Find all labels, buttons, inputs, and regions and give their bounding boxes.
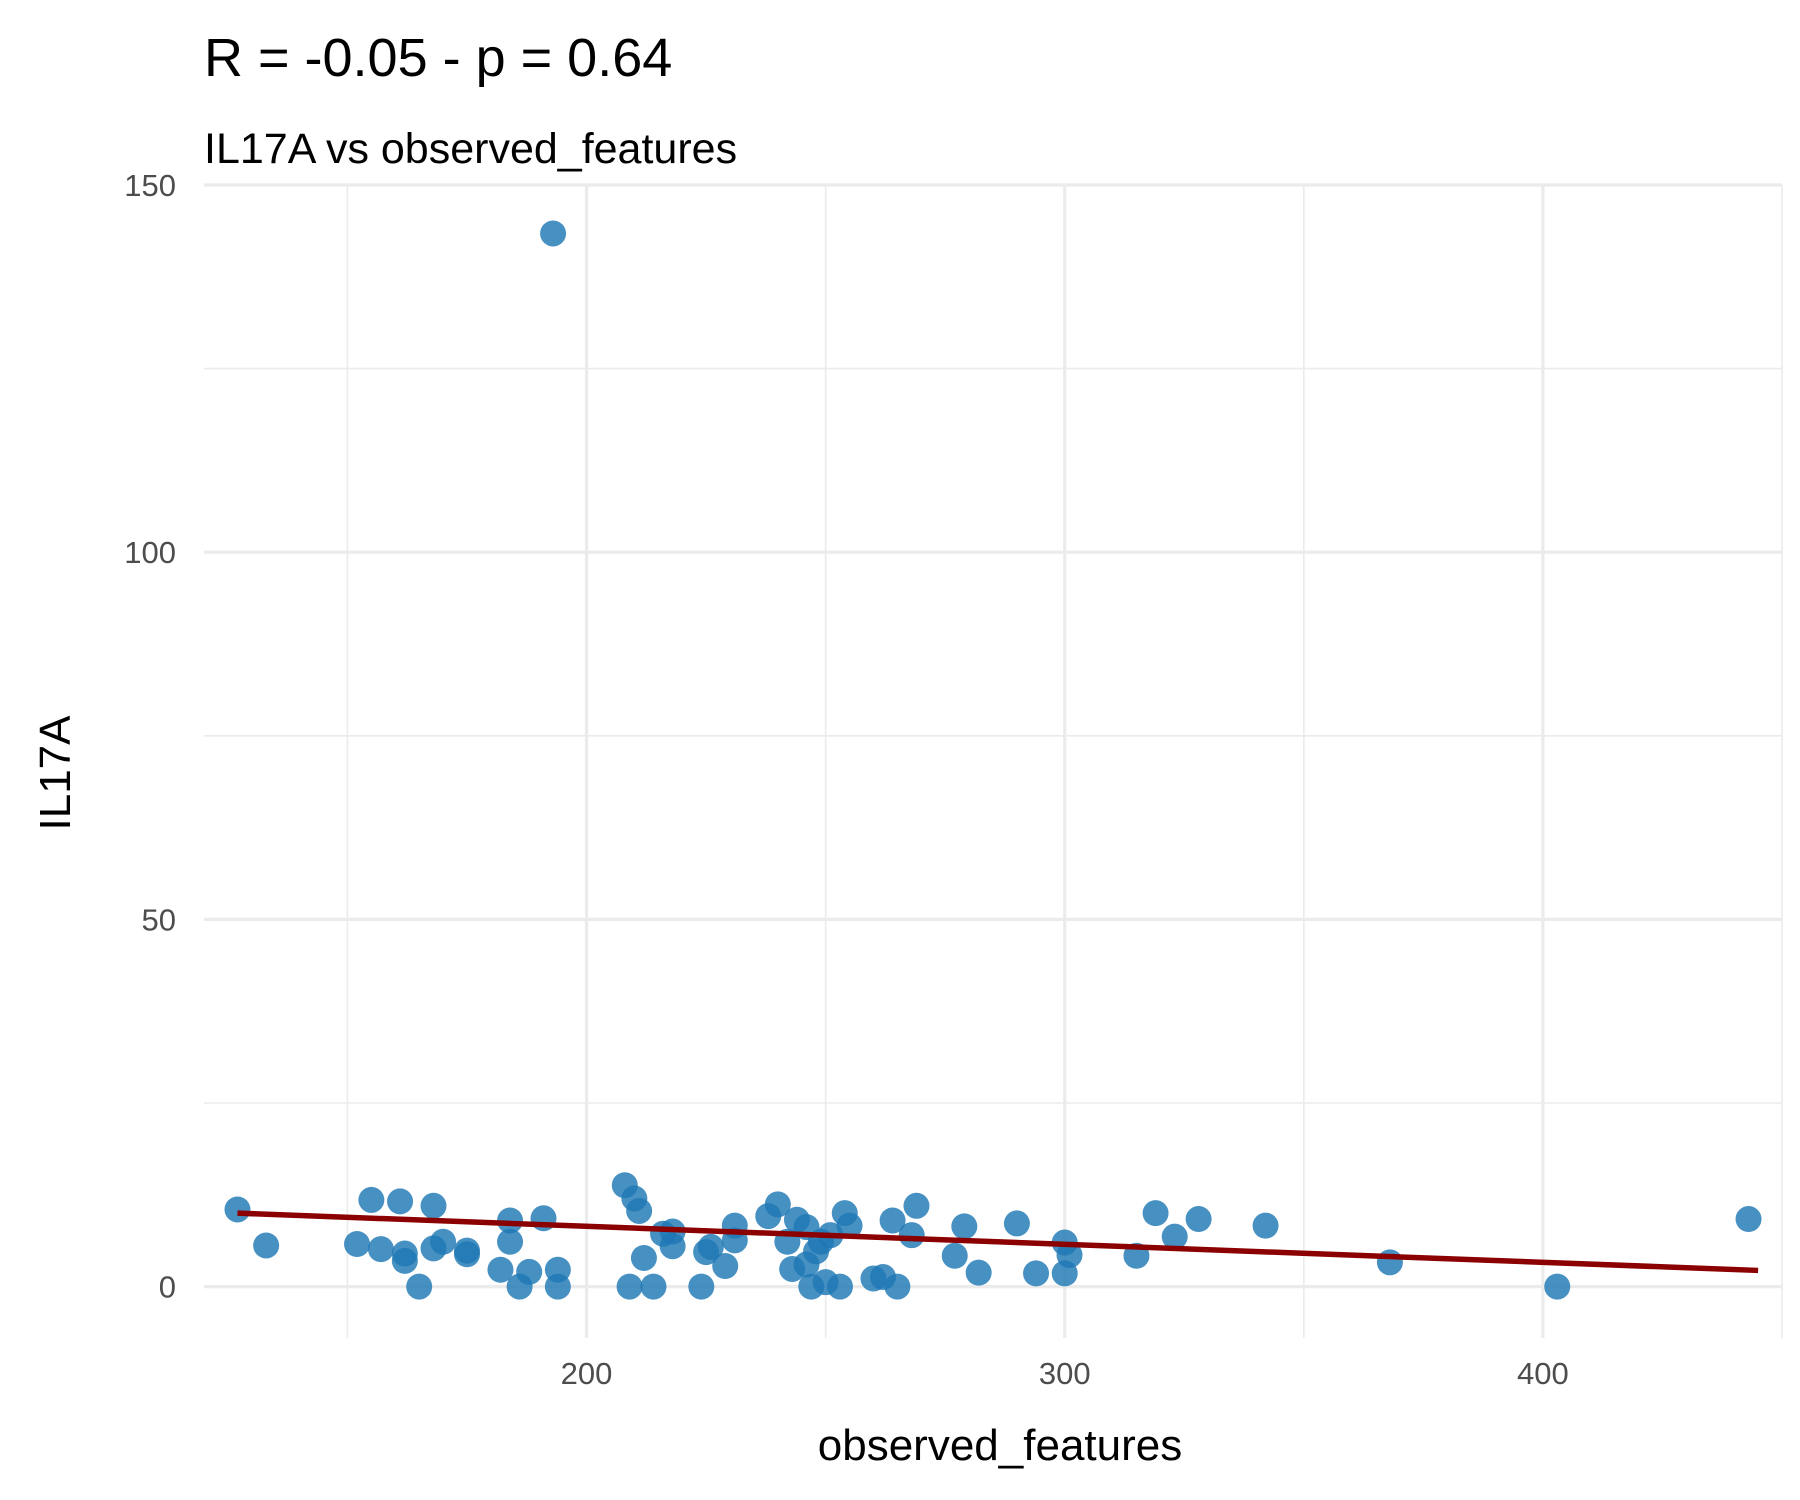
data-point <box>516 1258 543 1285</box>
data-point <box>626 1197 653 1224</box>
chart-subtitle: IL17A vs observed_features <box>204 125 737 173</box>
chart-title: R = -0.05 - p = 0.64 <box>204 28 672 88</box>
data-point <box>1142 1200 1169 1227</box>
data-point <box>253 1232 280 1259</box>
x-tick-label: 400 <box>1517 1356 1569 1391</box>
data-point <box>764 1191 791 1218</box>
data-point <box>884 1273 911 1300</box>
y-axis-title: IL17A <box>31 715 80 831</box>
data-point <box>697 1233 724 1260</box>
data-points <box>224 220 1762 1300</box>
data-point <box>1735 1206 1762 1233</box>
y-tick-label: 50 <box>142 902 176 937</box>
data-point <box>1252 1212 1279 1239</box>
y-axis-tick-labels: 0 50 100 150 <box>124 168 176 1305</box>
data-point <box>497 1228 524 1255</box>
data-point <box>406 1273 433 1300</box>
data-point <box>903 1192 930 1219</box>
data-point <box>836 1212 863 1239</box>
data-point <box>1056 1242 1083 1269</box>
data-point <box>344 1230 371 1257</box>
data-point <box>712 1253 739 1280</box>
data-point <box>826 1273 853 1300</box>
data-point <box>224 1196 251 1223</box>
data-point <box>497 1207 524 1234</box>
data-point <box>1376 1249 1403 1276</box>
data-point <box>367 1236 394 1263</box>
data-point <box>1161 1223 1188 1250</box>
data-point <box>1544 1273 1571 1300</box>
y-tick-label: 100 <box>124 535 176 570</box>
data-point <box>616 1273 643 1300</box>
data-point <box>659 1233 686 1260</box>
data-point <box>965 1259 992 1286</box>
data-point <box>430 1228 457 1255</box>
major-gridlines <box>204 183 1782 1338</box>
data-point <box>358 1186 385 1213</box>
data-point <box>898 1222 925 1249</box>
data-point <box>1003 1210 1030 1237</box>
minor-gridlines <box>204 185 1783 1338</box>
data-point <box>387 1188 414 1215</box>
x-axis-title: observed_features <box>818 1421 1182 1470</box>
y-tick-label: 0 <box>159 1270 176 1305</box>
data-point <box>540 220 567 247</box>
data-point <box>391 1240 418 1267</box>
data-point <box>454 1237 480 1264</box>
data-point <box>630 1244 657 1271</box>
data-point <box>1185 1206 1212 1233</box>
x-tick-label: 300 <box>1039 1356 1091 1391</box>
regression-line <box>237 1210 1759 1274</box>
x-tick-label: 200 <box>561 1356 613 1391</box>
data-point <box>951 1213 978 1240</box>
data-point <box>544 1273 571 1300</box>
data-point <box>1023 1260 1050 1287</box>
x-axis-tick-labels: 200 300 400 <box>561 1356 1569 1391</box>
data-point <box>688 1273 715 1300</box>
data-point <box>941 1242 968 1269</box>
y-tick-label: 150 <box>124 168 176 203</box>
data-point <box>420 1192 447 1219</box>
data-point <box>487 1256 514 1283</box>
data-point <box>879 1207 906 1234</box>
data-point <box>640 1273 667 1300</box>
